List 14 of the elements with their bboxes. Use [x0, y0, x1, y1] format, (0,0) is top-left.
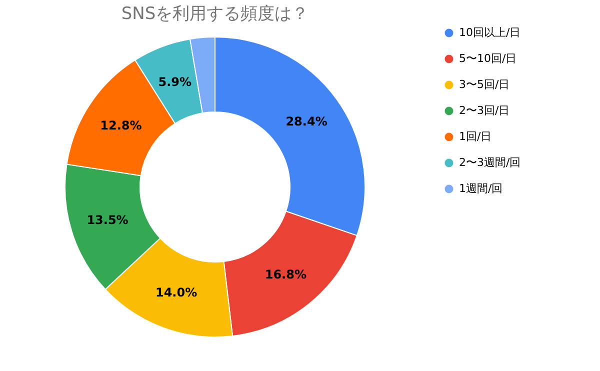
legend-label: 2〜3回/日 [459, 104, 510, 117]
legend-label: 3〜5回/日 [459, 78, 510, 91]
data-label: 16.8% [264, 268, 306, 282]
legend-label: 1週間/回 [459, 182, 503, 195]
chart-title: SNSを利用する頻度は？ [121, 4, 309, 24]
legend-label: 5〜10回/日 [459, 52, 517, 65]
data-label: 5.9% [158, 74, 192, 89]
data-label: 28.4% [286, 114, 328, 129]
data-label: 13.5% [86, 213, 128, 228]
data-label: 12.8% [100, 118, 142, 132]
legend-label: 10回以上/日 [459, 26, 521, 39]
legend-label: 2〜3週間/回 [459, 156, 521, 169]
legend-label: 1回/日 [459, 130, 492, 143]
data-label: 14.0% [155, 286, 198, 300]
